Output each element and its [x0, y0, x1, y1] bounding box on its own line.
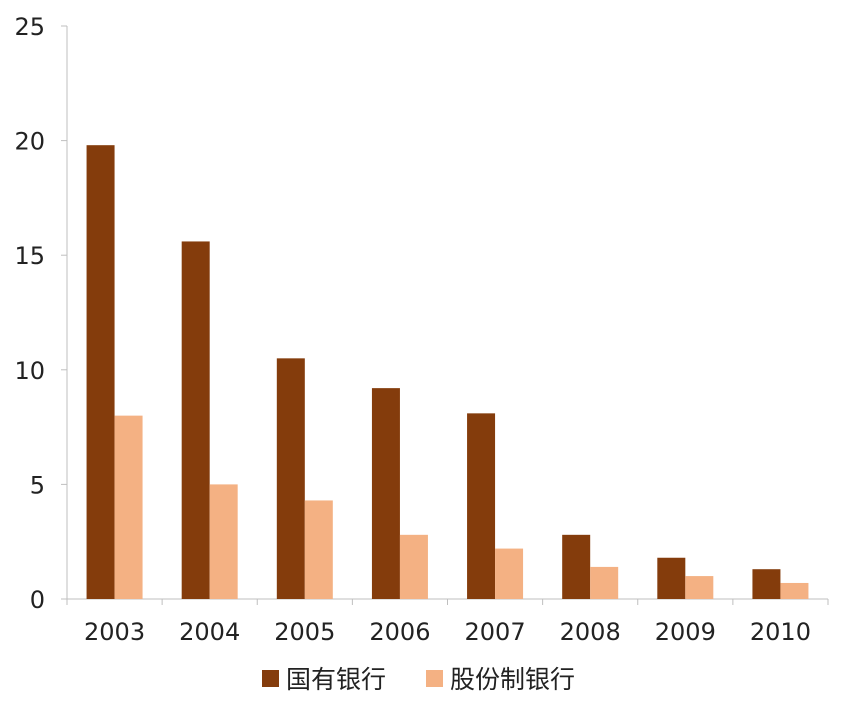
x-tick-label: 2003: [84, 618, 145, 646]
bar-state-banks-2007: [467, 413, 496, 599]
x-tick-label: 2005: [274, 618, 335, 646]
bar-state-banks-2005: [276, 358, 305, 599]
x-tick-label: 2007: [465, 618, 526, 646]
x-tick-label: 2010: [750, 618, 811, 646]
legend-label-joint-stock-banks: 股份制银行: [450, 665, 575, 694]
bar-joint-stock-banks-2009: [685, 576, 714, 599]
x-tick-label: 2008: [560, 618, 621, 646]
bar-state-banks-2003: [86, 145, 115, 599]
legend: 国有银行 股份制银行: [262, 665, 575, 694]
y-tick-label: 20: [14, 128, 45, 156]
bar-joint-stock-banks-2003: [114, 415, 143, 599]
x-tick-label: 2004: [179, 618, 240, 646]
y-axis: 0 5 10 15 20 25: [14, 13, 68, 614]
x-axis: 2003 2004 2005 2006 2007 2008 2009 2010: [66, 598, 829, 646]
y-tick-label: 5: [30, 471, 45, 499]
bar-joint-stock-banks-2004: [209, 484, 238, 599]
bar-joint-stock-banks-2010: [780, 582, 809, 599]
x-tick-label: 2009: [655, 618, 716, 646]
bar-joint-stock-banks-2008: [590, 566, 619, 599]
y-tick-label: 10: [14, 357, 45, 385]
bar-state-banks-2006: [371, 388, 400, 599]
x-tick-label: 2006: [369, 618, 430, 646]
bar-joint-stock-banks-2005: [304, 500, 333, 599]
bar-state-banks-2009: [657, 557, 686, 599]
legend-swatch-joint-stock-banks: [426, 670, 443, 687]
bar-state-banks-2004: [181, 241, 210, 599]
y-tick-label: 25: [14, 13, 45, 41]
bar-joint-stock-banks-2006: [399, 534, 428, 599]
bar-state-banks-2010: [752, 569, 781, 599]
y-tick-label: 15: [14, 242, 45, 270]
legend-swatch-state-banks: [262, 670, 279, 687]
bar-joint-stock-banks-2007: [495, 548, 524, 599]
y-tick-label: 0: [30, 586, 45, 614]
bars: [86, 145, 809, 599]
legend-label-state-banks: 国有银行: [286, 665, 386, 694]
bar-state-banks-2008: [562, 534, 591, 599]
